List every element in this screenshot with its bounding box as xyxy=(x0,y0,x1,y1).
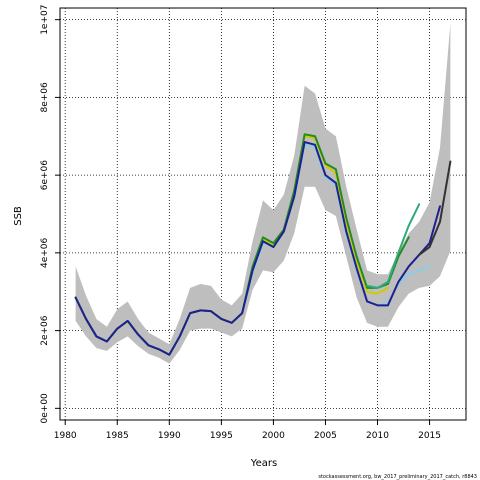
credit-text: stockassessment.org, bw_2017_preliminary… xyxy=(318,474,477,480)
y-axis-title: SSB xyxy=(13,206,24,226)
y-tick-label: 1e+07 xyxy=(40,5,50,35)
series-line-6 xyxy=(418,160,452,256)
confidence-band-layer xyxy=(75,23,451,364)
plot-frame xyxy=(59,7,467,421)
series-line-5 xyxy=(74,141,441,356)
y-tick-label: 8e+06 xyxy=(40,82,50,113)
x-tick-label: 1995 xyxy=(210,431,233,441)
x-axis-title: Years xyxy=(250,458,277,469)
y-tick-label: 0e+00 xyxy=(40,393,50,424)
x-tick-label: 2015 xyxy=(418,431,441,441)
series-layer xyxy=(74,133,452,356)
x-axis: 1980 1985 1990 1995 2000 2005 2010 2015 xyxy=(54,420,441,441)
x-tick-label: 1990 xyxy=(158,431,181,441)
y-axis: 0e+00 2e+06 4e+06 6e+06 8e+06 1e+07 xyxy=(40,5,60,424)
y-tick-label: 4e+06 xyxy=(40,237,50,268)
confidence-band xyxy=(75,23,451,364)
x-tick-label: 1980 xyxy=(54,431,77,441)
x-tick-label: 2010 xyxy=(366,431,389,441)
y-tick-label: 6e+06 xyxy=(40,160,50,191)
y-tick-label: 2e+06 xyxy=(40,315,50,346)
x-tick-label: 1985 xyxy=(106,431,129,441)
series-line-4 xyxy=(366,203,421,289)
x-tick-label: 2005 xyxy=(314,431,337,441)
x-tick-label: 2000 xyxy=(262,431,285,441)
